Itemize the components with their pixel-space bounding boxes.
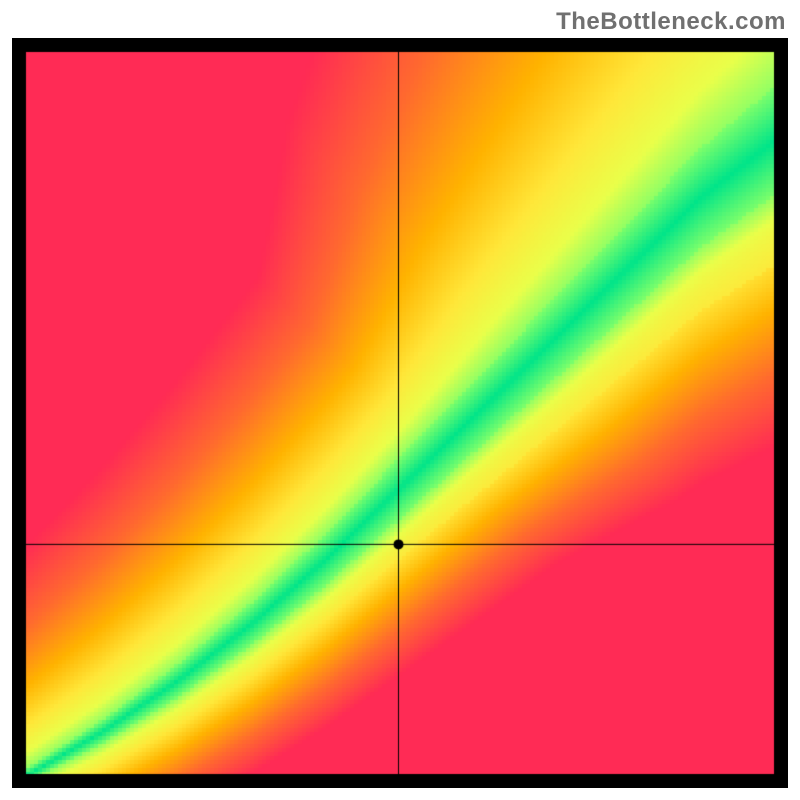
watermark-text: TheBottleneck.com [556, 8, 786, 36]
bottleneck-heatmap [12, 38, 788, 788]
